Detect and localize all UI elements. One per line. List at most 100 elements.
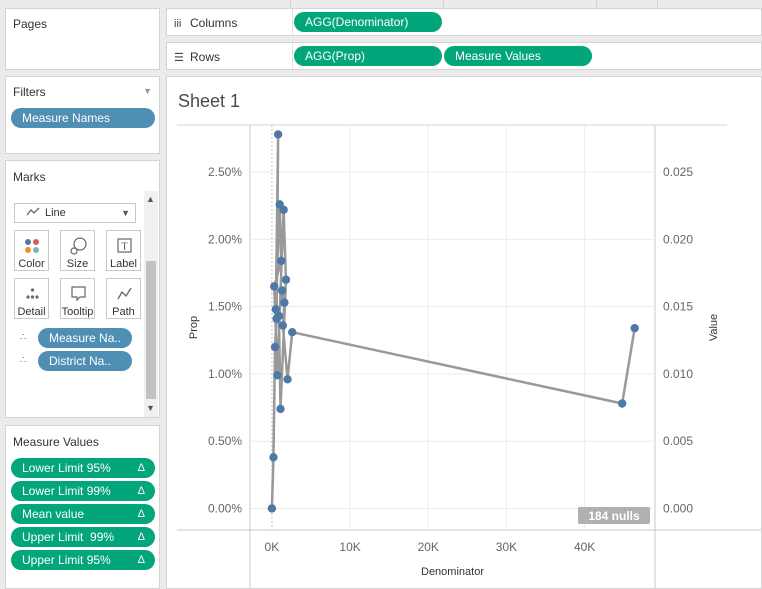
text-label-icon: T	[117, 238, 132, 253]
measure-pill-upper-limit-95[interactable]: Upper Limit 95% Δ	[11, 550, 155, 570]
color-button-label: Color	[18, 258, 45, 270]
columns-pill-agg-denominator[interactable]: AGG(Denominator)	[294, 12, 442, 32]
filters-title: Filters	[13, 85, 46, 99]
data-point	[283, 375, 292, 384]
y-right-tick-label: 0.025	[663, 165, 693, 179]
filter-pill-measure-names[interactable]: Measure Names	[11, 108, 155, 128]
sheet-view: Sheet 1 0.00% 0.50% 1.00% 1.50% 2.00% 2.50% 0.…	[166, 76, 762, 589]
x-tick-label: 30K	[496, 540, 517, 554]
y-left-tick-label: 2.00%	[208, 232, 242, 246]
delta-icon: Δ	[137, 554, 145, 566]
data-point	[270, 282, 279, 291]
y-right-tick-label: 0.005	[663, 434, 693, 448]
x-tick-label: 0K	[265, 540, 280, 554]
measure-pill-label: Lower Limit 99%	[22, 484, 111, 498]
data-point	[281, 275, 291, 284]
scroll-down-icon[interactable]: ▼	[146, 403, 155, 413]
path-button-label: Path	[112, 306, 135, 318]
x-axis-title: Denominator	[421, 566, 484, 578]
delta-icon: Δ	[137, 508, 145, 520]
measure-pill-mean-value[interactable]: Mean value Δ	[11, 504, 155, 524]
data-point	[274, 311, 284, 321]
scroll-up-icon[interactable]: ▲	[146, 194, 155, 204]
data-point	[630, 323, 639, 333]
x-tick-label: 40K	[574, 540, 595, 554]
delta-icon: Δ	[137, 531, 145, 543]
nulls-badge-bg	[578, 507, 650, 524]
x-tick-label: 20K	[418, 540, 439, 554]
measure-pill-upper-limit-99[interactable]: Upper Limit 99% Δ	[11, 527, 155, 547]
measure-pill-label: Lower Limit 95%	[22, 461, 111, 475]
columns-icon: iii	[174, 18, 182, 30]
columns-shelf-label: iii Columns	[174, 15, 292, 31]
measure-pill-label: Upper Limit 95%	[22, 553, 111, 567]
tooltip-button[interactable]: Tooltip	[60, 278, 95, 319]
columns-label-text: Columns	[190, 16, 238, 30]
data-point	[276, 404, 285, 414]
series-line-prop	[270, 133, 636, 509]
y-right-tick-label: 0.015	[663, 300, 693, 314]
shelf-divider	[292, 43, 293, 69]
chart-svg[interactable]: 0.00% 0.50% 1.00% 1.50% 2.00% 2.50% 0.000 0.005…	[167, 77, 761, 588]
data-point	[271, 305, 281, 314]
filters-menu-caret-icon[interactable]: ▼	[143, 86, 152, 96]
grid-tick	[443, 0, 444, 8]
data-point	[280, 298, 289, 307]
y-left-tick-label: 1.00%	[208, 367, 242, 381]
color-button[interactable]: Color	[14, 230, 49, 271]
size-button[interactable]: Size	[60, 230, 95, 271]
marks-field-measure-names[interactable]: Measure Na..	[38, 328, 132, 348]
rows-pill-measure-values[interactable]: Measure Values	[444, 46, 592, 66]
detail-button-label: Detail	[17, 306, 46, 318]
rows-pill-agg-prop[interactable]: AGG(Prop)	[294, 46, 442, 66]
line-mark-icon	[26, 207, 40, 216]
data-point	[273, 371, 282, 380]
grid-tick	[596, 0, 597, 8]
y-left-tick-label: 2.50%	[208, 165, 242, 179]
grid-tick	[657, 0, 658, 8]
label-button[interactable]: T Label	[106, 230, 141, 271]
marks-field-district-name[interactable]: District Na..	[38, 351, 132, 371]
shelf-divider	[292, 9, 293, 35]
rows-icon: ☰	[174, 52, 184, 64]
detail-button[interactable]: Detail	[14, 278, 49, 319]
path-button[interactable]: Path	[106, 278, 141, 319]
measure-values-title: Measure Values	[13, 435, 99, 449]
data-point	[269, 453, 278, 462]
data-point	[288, 328, 297, 337]
grid-tick	[290, 0, 291, 8]
data-point	[279, 205, 288, 214]
data-point	[617, 399, 627, 408]
rows-label-text: Rows	[190, 50, 221, 64]
measure-values-card: Measure Values Lower Limit 95% Δ Lower L…	[5, 425, 160, 589]
data-point	[277, 256, 286, 266]
svg-text:T: T	[121, 242, 127, 253]
size-icon	[70, 237, 87, 255]
filters-card[interactable]: Filters ▼ Measure Names	[5, 76, 160, 154]
marks-card: Marks Line ▼ Color Size T Label	[5, 160, 160, 418]
rows-shelf[interactable]: ☰ Rows AGG(Prop) Measure Values	[166, 42, 762, 70]
detail-dots-icon	[26, 288, 39, 299]
mark-type-dropdown[interactable]: Line ▼	[14, 203, 136, 223]
y-right-tick-label: 0.000	[663, 501, 693, 515]
pages-card[interactable]: Pages	[5, 8, 160, 70]
marks-title: Marks	[13, 170, 46, 184]
measure-pill-lower-limit-95[interactable]: Lower Limit 95% Δ	[11, 458, 155, 478]
y-left-tick-label: 0.00%	[208, 501, 242, 515]
measure-pill-lower-limit-99[interactable]: Lower Limit 99% Δ	[11, 481, 155, 501]
data-point	[267, 504, 277, 513]
measure-pill-label: Mean value	[22, 507, 85, 521]
label-button-label: Label	[110, 258, 137, 270]
tooltip-button-label: Tooltip	[61, 306, 94, 318]
color-palette-icon	[25, 239, 39, 253]
mark-type-label: Line	[45, 207, 66, 219]
data-point	[278, 321, 288, 330]
detail-dots-icon: ∴	[20, 355, 27, 366]
rows-shelf-label: ☰ Rows	[174, 49, 292, 65]
nulls-badge: 184 nulls	[588, 509, 640, 523]
columns-shelf[interactable]: iii Columns AGG(Denominator)	[166, 8, 762, 36]
size-button-label: Size	[66, 258, 89, 270]
marks-scrollbar-thumb[interactable]	[146, 261, 156, 399]
y-right-axis-title: Value	[708, 314, 720, 341]
